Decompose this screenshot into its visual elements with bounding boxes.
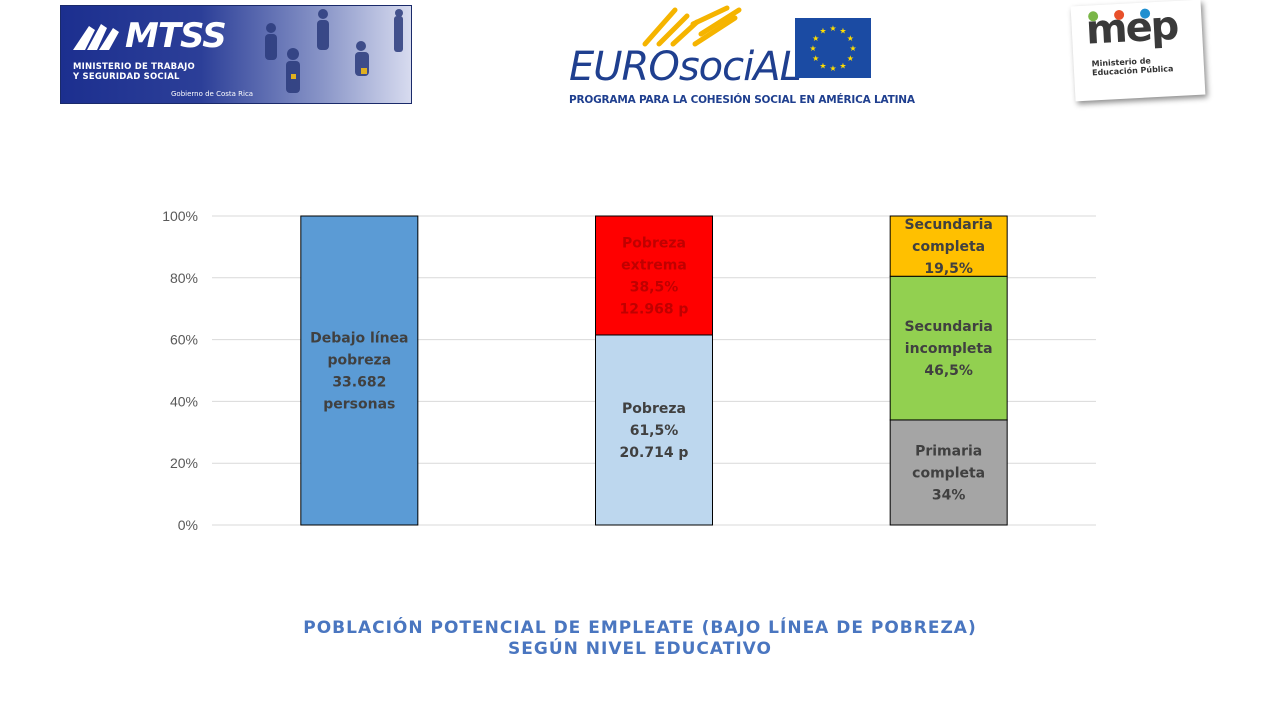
eu-flag-icon: ★ ★ ★ ★ ★ ★ ★ ★ ★ ★ ★ ★ xyxy=(795,18,871,78)
segment-data-label: pobreza xyxy=(328,353,392,369)
bar-segment xyxy=(595,334,713,526)
y-tick-label: 80% xyxy=(170,270,198,286)
bar-segment xyxy=(300,215,419,526)
mtss-government: Gobierno de Costa Rica xyxy=(171,90,254,98)
eu-star-icon: ★ xyxy=(829,64,836,73)
segment-data-label: 19,5% xyxy=(924,261,973,277)
segment-data-label: Pobreza xyxy=(622,401,686,417)
hands-icon xyxy=(73,24,119,50)
segment-data-label: 38,5% xyxy=(630,279,679,295)
eu-star-icon: ★ xyxy=(812,34,819,43)
segment-data-label: 12.968 p xyxy=(620,301,689,317)
segment-data-label: 34% xyxy=(932,487,966,503)
eu-star-icon: ★ xyxy=(839,27,846,36)
eu-star-icon: ★ xyxy=(847,54,854,63)
mtss-logo: MTSS MINISTERIO DE TRABAJO Y SEGURIDAD S… xyxy=(60,5,412,104)
bar-segment xyxy=(889,275,1008,421)
y-tick-label: 100% xyxy=(162,208,198,224)
bar-segment xyxy=(889,215,1008,277)
workers-illustration xyxy=(265,9,403,93)
eu-star-icon: ★ xyxy=(809,44,816,53)
segment-data-label: completa xyxy=(912,239,985,255)
segment-data-label: Secundaria xyxy=(904,319,992,335)
segment-data-label: Debajo línea xyxy=(310,331,408,347)
caption-line2: SEGÚN NIVEL EDUCATIVO xyxy=(508,639,772,659)
mtss-ministry-line2: Y SEGURIDAD SOCIAL xyxy=(73,72,180,82)
segment-data-label: 46,5% xyxy=(924,363,973,379)
segment-data-label: extrema xyxy=(621,257,687,273)
bar-segment xyxy=(889,419,1008,526)
y-tick-label: 60% xyxy=(170,332,198,348)
eu-star-icon: ★ xyxy=(849,44,856,53)
eu-star-icon: ★ xyxy=(819,61,826,70)
y-tick-label: 0% xyxy=(178,517,198,533)
eurosocial-logo: EUROsociAL ★ ★ ★ ★ ★ ★ ★ ★ ★ ★ ★ ★ PROGRAMA PARA LA… xyxy=(565,4,915,110)
segment-data-label: Secundaria xyxy=(904,217,992,233)
mep-logo: mep Ministerio de Educación Pública xyxy=(1070,0,1206,102)
segment-data-label: personas xyxy=(323,397,395,413)
mtss-ministry-line1: MINISTERIO DE TRABAJO xyxy=(73,62,195,72)
segment-data-label: completa xyxy=(912,465,985,481)
segment-data-label: Pobreza xyxy=(622,235,686,251)
caption-line1: POBLACIÓN POTENCIAL DE EMPLEATE (BAJO LÍ… xyxy=(303,618,977,638)
segment-data-label: 20.714 p xyxy=(620,445,689,461)
segment-data-label: Primaria xyxy=(915,443,982,459)
mtss-wordmark: MTSS xyxy=(125,16,227,56)
colored-dots-icon xyxy=(1088,8,1151,22)
hands-icon xyxy=(642,5,742,47)
eurosocial-subtitle: PROGRAMA PARA LA COHESIÓN SOCIAL EN AMÉR… xyxy=(569,94,915,106)
chart-caption: POBLACIÓN POTENCIAL DE EMPLEATE (BAJO LÍ… xyxy=(0,618,1280,660)
eu-star-icon: ★ xyxy=(819,27,826,36)
eurosocial-wordmark: EUROsociAL xyxy=(569,44,802,90)
segment-data-label: incompleta xyxy=(905,341,993,357)
segment-data-label: 61,5% xyxy=(630,423,679,439)
eu-star-icon: ★ xyxy=(847,34,854,43)
eu-star-icon: ★ xyxy=(829,24,836,33)
bar-segment xyxy=(595,215,713,336)
eu-star-icon: ★ xyxy=(839,61,846,70)
segment-data-label: 33.682 xyxy=(332,375,386,391)
eu-star-icon: ★ xyxy=(812,54,819,63)
y-tick-label: 40% xyxy=(170,393,198,409)
y-tick-label: 20% xyxy=(170,455,198,471)
